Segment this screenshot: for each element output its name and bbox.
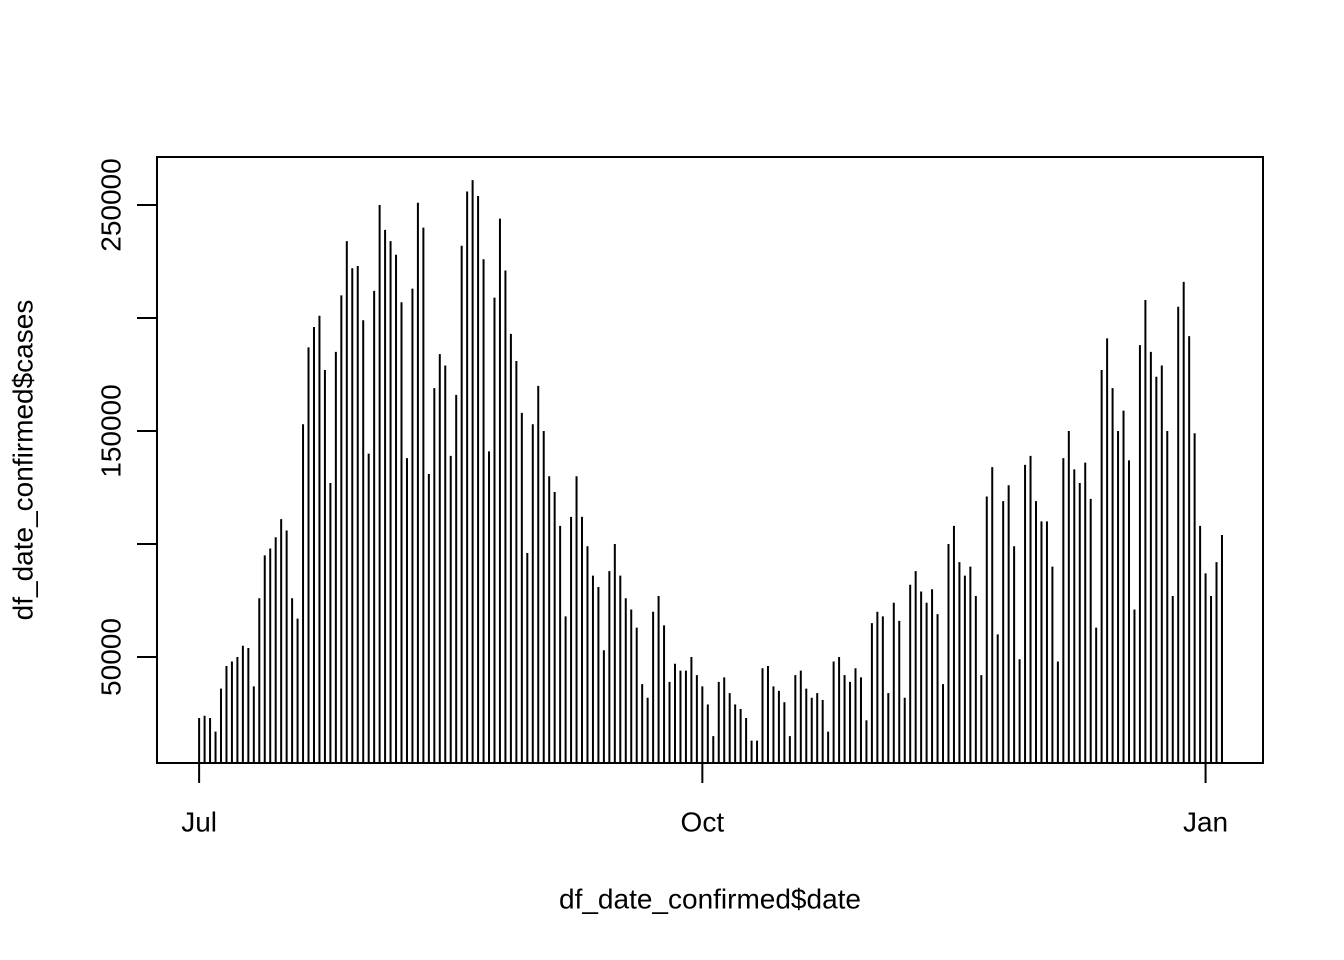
y-tick-label: 50000	[95, 618, 126, 696]
x-tick-label: Jul	[181, 806, 217, 837]
x-tick-label: Oct	[681, 806, 725, 837]
y-tick-label: 250000	[95, 158, 126, 251]
plot-frame	[156, 156, 1264, 764]
y-tick-label: 150000	[95, 384, 126, 477]
y-axis-label: df_date_confirmed$cases	[7, 300, 38, 621]
x-tick-label: Jan	[1183, 806, 1228, 837]
x-axis-label: df_date_confirmed$date	[559, 883, 861, 914]
